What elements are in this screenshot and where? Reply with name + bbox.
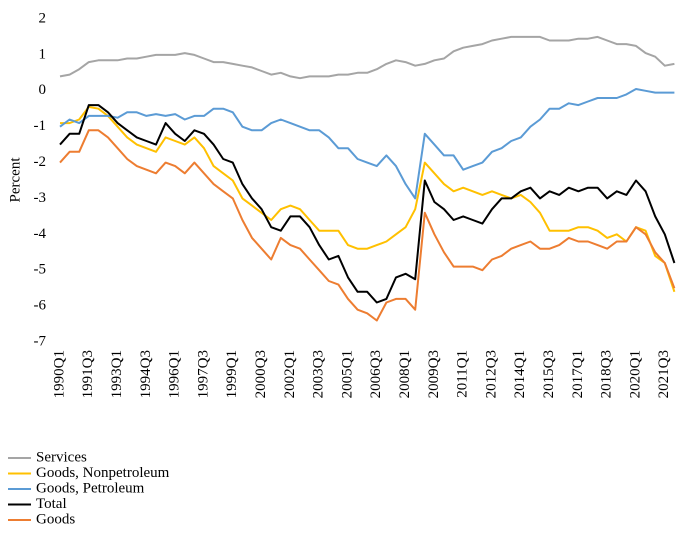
x-tick-label: 1993Q1 bbox=[109, 350, 125, 398]
legend-label: Goods bbox=[36, 511, 75, 527]
legend-label: Goods, Petroleum bbox=[36, 480, 145, 496]
series-line bbox=[59, 88, 675, 200]
x-tick-label: 2015Q3 bbox=[541, 350, 557, 398]
x-tick-label: 1996Q1 bbox=[167, 350, 183, 398]
x-tick-label: 2009Q3 bbox=[426, 350, 442, 398]
x-tick-label: 2002Q1 bbox=[282, 350, 298, 398]
x-tick-label: 1997Q3 bbox=[195, 350, 211, 398]
y-tick-label: -5 bbox=[34, 262, 47, 278]
x-tick-label: 2020Q1 bbox=[627, 350, 643, 398]
legend-label: Total bbox=[36, 496, 67, 512]
x-tick-label: 1999Q1 bbox=[224, 350, 240, 398]
x-tick-label: 2006Q3 bbox=[368, 350, 384, 398]
x-tick-label: 2005Q1 bbox=[339, 350, 355, 398]
x-tick-label: 2000Q3 bbox=[253, 350, 269, 398]
x-tick-label: 2011Q1 bbox=[455, 350, 471, 398]
y-tick-label: -7 bbox=[34, 333, 47, 349]
x-tick-label: 2008Q1 bbox=[397, 350, 413, 398]
series-line bbox=[59, 104, 676, 304]
y-tick-label: 0 bbox=[39, 82, 47, 98]
x-tick-label: 2021Q3 bbox=[656, 350, 672, 398]
y-tick-label: -3 bbox=[34, 190, 47, 206]
y-tick-label: -4 bbox=[34, 226, 47, 242]
y-axis-label: Percent bbox=[7, 157, 23, 203]
y-tick-label: 2 bbox=[39, 10, 47, 26]
x-tick-label: 2017Q1 bbox=[570, 350, 586, 398]
y-tick-label: -1 bbox=[34, 118, 47, 134]
series-line bbox=[59, 129, 676, 322]
y-tick-label: -2 bbox=[34, 154, 47, 170]
x-tick-label: 1990Q1 bbox=[51, 350, 67, 398]
x-tick-label: 2003Q3 bbox=[311, 350, 327, 398]
x-tick-label: 2012Q3 bbox=[483, 350, 499, 398]
x-tick-label: 2018Q3 bbox=[599, 350, 615, 398]
y-tick-label: 1 bbox=[39, 46, 47, 62]
x-tick-label: 1991Q3 bbox=[80, 350, 96, 398]
y-tick-label: -6 bbox=[34, 298, 47, 314]
x-tick-label: 2014Q1 bbox=[512, 350, 528, 398]
legend-label: Services bbox=[36, 449, 87, 465]
legend-label: Goods, Nonpetroleum bbox=[36, 465, 170, 481]
series-line bbox=[60, 105, 676, 293]
x-tick-label: 1994Q3 bbox=[138, 350, 154, 398]
series-line bbox=[59, 35, 675, 80]
